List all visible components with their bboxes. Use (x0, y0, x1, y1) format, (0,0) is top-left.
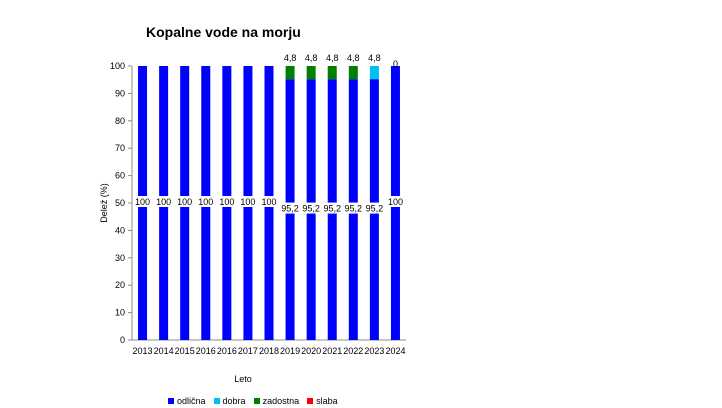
y-tick-label: 30 (115, 253, 125, 263)
bar-zadostna-7 (285, 66, 295, 80)
y-tick-label: 50 (115, 198, 125, 208)
data-label-bg (278, 202, 302, 214)
y-tick-label: 10 (115, 308, 125, 318)
x-tick-label: 2021 (322, 346, 342, 356)
legend: odlična dobra zadostna slaba (168, 396, 338, 406)
data-label-odlicna: 100 (388, 197, 403, 207)
y-tick-label: 70 (115, 143, 125, 153)
legend-swatch-odlicna (168, 398, 174, 404)
data-label-bg (341, 202, 365, 214)
bar-zadostna-9 (327, 66, 337, 80)
legend-label-slaba: slaba (316, 396, 338, 406)
data-label-odlicna: 95,2 (323, 204, 341, 214)
data-label-odlicna: 100 (135, 197, 150, 207)
data-label-odlicna: 95,2 (345, 204, 363, 214)
chart-title: Kopalne vode na morju (146, 24, 301, 40)
legend-item-slaba: slaba (307, 396, 338, 406)
legend-label-dobra: dobra (222, 396, 246, 406)
data-label-zadostna: 4,8 (326, 53, 339, 63)
x-tick-label: 2023 (364, 346, 384, 356)
bar-zadostna-10 (348, 66, 358, 80)
data-label-bg (133, 196, 152, 207)
legend-label-zadostna: zadostna (262, 396, 300, 406)
data-label-zadostna: 4,8 (347, 53, 360, 63)
y-tick-label: 40 (115, 225, 125, 235)
x-axis-label: Leto (234, 374, 252, 384)
x-tick-label: 2017 (238, 346, 258, 356)
legend-item-zadostna: zadostna (253, 396, 300, 406)
x-tick-label: 2013 (133, 346, 153, 356)
data-label-zadostna: 4,8 (284, 53, 297, 63)
y-tick-label: 0 (120, 335, 125, 345)
data-label-odlicna: 100 (219, 197, 234, 207)
x-tick-label: 2018 (259, 346, 279, 356)
data-label-odlicna: 95,2 (366, 204, 384, 214)
data-label-bg (196, 196, 215, 207)
data-label-odlicna: 95,2 (302, 204, 320, 214)
data-label-odlicna: 100 (177, 197, 192, 207)
data-label-bg (386, 196, 405, 207)
x-tick-label: 2024 (385, 346, 405, 356)
data-label-bg (239, 196, 257, 207)
data-label-odlicna: 100 (261, 197, 276, 207)
data-label-bg (218, 196, 236, 207)
x-tick-label: 2019 (280, 346, 300, 356)
legend-item-odlicna: odlična (168, 396, 206, 406)
legend-swatch-zadostna (253, 398, 260, 404)
data-label-odlicna: 95,2 (281, 204, 299, 214)
data-label-bg (260, 196, 278, 207)
y-tick-label: 90 (115, 88, 125, 98)
x-tick-label: 2022 (343, 346, 363, 356)
legend-item-dobra: dobra (213, 396, 246, 406)
data-label-odlicna: 100 (240, 197, 255, 207)
legend-label-odlicna: odlična (177, 396, 206, 406)
x-tick-label: 2014 (154, 346, 174, 356)
x-tick-label: 2016 (196, 346, 216, 356)
data-label-bg (320, 202, 344, 214)
y-tick-label: 100 (110, 61, 125, 71)
legend-swatch-dobra (213, 398, 220, 404)
data-label-zadostna: 4,8 (305, 53, 318, 63)
data-label-dobra: 4,8 (368, 53, 381, 63)
y-tick-label: 20 (115, 280, 125, 290)
legend-swatch-slaba (307, 398, 314, 404)
y-tick-label: 80 (115, 116, 125, 126)
bar-zadostna-8 (306, 66, 316, 80)
x-tick-label: 2020 (301, 346, 321, 356)
data-label-slaba: 0 (393, 59, 398, 69)
data-label-bg (175, 196, 194, 207)
data-label-bg (299, 202, 323, 214)
data-label-bg (362, 202, 386, 214)
y-axis-label: Delež (%) (99, 183, 109, 223)
x-tick-label: 2016 (217, 346, 237, 356)
data-label-odlicna: 100 (198, 197, 213, 207)
y-tick-label: 60 (115, 171, 125, 181)
data-label-odlicna: 100 (156, 197, 171, 207)
x-tick-label: 2015 (175, 346, 195, 356)
data-label-bg (154, 196, 173, 207)
bar-dobra-11 (369, 66, 379, 80)
